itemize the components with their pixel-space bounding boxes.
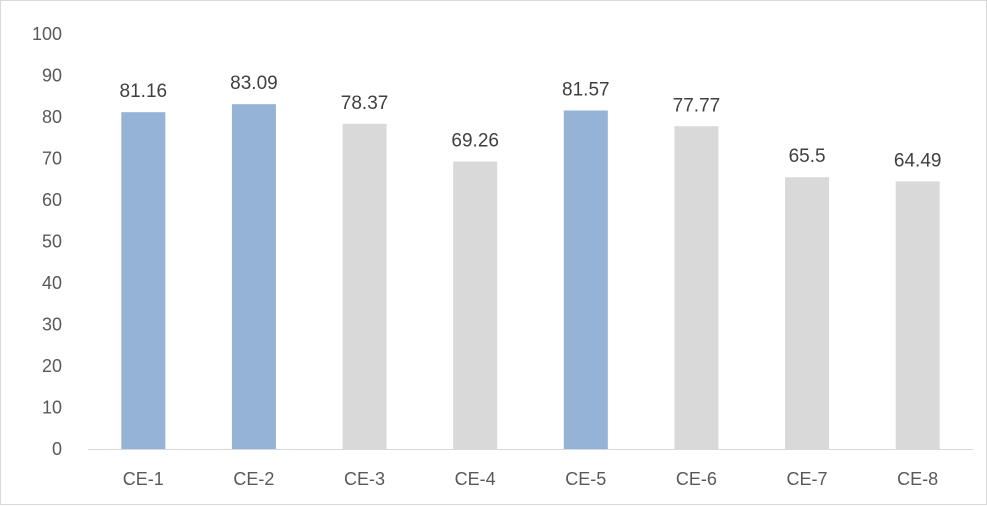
x-tick-label-ce-1: CE-1 [123,469,164,489]
data-label-ce-3: 78.37 [341,93,389,114]
bar-ce-4 [453,161,498,450]
y-tick-label: 0 [52,439,62,459]
x-tick-label-ce-8: CE-8 [897,469,938,489]
x-tick-label-ce-3: CE-3 [344,469,385,489]
x-tick-label-ce-2: CE-2 [233,469,274,489]
y-tick-label: 90 [42,66,62,86]
y-tick-label: 100 [32,24,62,44]
bar-ce-6 [674,126,719,449]
data-label-ce-6: 77.77 [673,95,721,116]
x-tick-label-ce-5: CE-5 [565,469,606,489]
y-tick-label: 40 [42,273,62,293]
data-labels: 81.16 83.09 78.37 69.26 81.57 77.77 65.5 64.49 [120,73,942,171]
bars [121,104,940,450]
x-tick-label-ce-7: CE-7 [787,469,828,489]
bar-ce-2 [231,104,276,449]
data-label-ce-7: 65.5 [789,146,826,167]
y-tick-label: 20 [42,356,62,376]
y-tick-label: 70 [42,149,62,169]
data-label-ce-2: 83.09 [230,73,278,94]
y-tick-label: 80 [42,107,62,127]
data-label-ce-1: 81.16 [120,81,168,102]
y-tick-label: 60 [42,190,62,210]
bar-ce-5 [563,110,608,449]
bar-ce-7 [785,177,830,450]
y-tick-label: 10 [42,398,62,418]
data-label-ce-5: 81.57 [562,79,610,100]
bar-ce-1 [121,112,166,449]
y-tick-label: 30 [42,315,62,335]
x-axis-ticks: CE-1 CE-2 CE-3 CE-4 CE-5 CE-6 CE-7 CE-8 [123,469,938,489]
bar-ce-8 [895,181,940,449]
data-label-ce-8: 64.49 [894,150,942,171]
bar-ce-3 [342,123,387,450]
y-tick-label: 50 [42,232,62,252]
x-tick-label-ce-4: CE-4 [455,469,496,489]
data-label-ce-4: 69.26 [451,131,499,152]
y-axis-ticks: 0 10 20 30 40 50 60 70 80 90 100 [32,24,62,459]
x-tick-label-ce-6: CE-6 [676,469,717,489]
